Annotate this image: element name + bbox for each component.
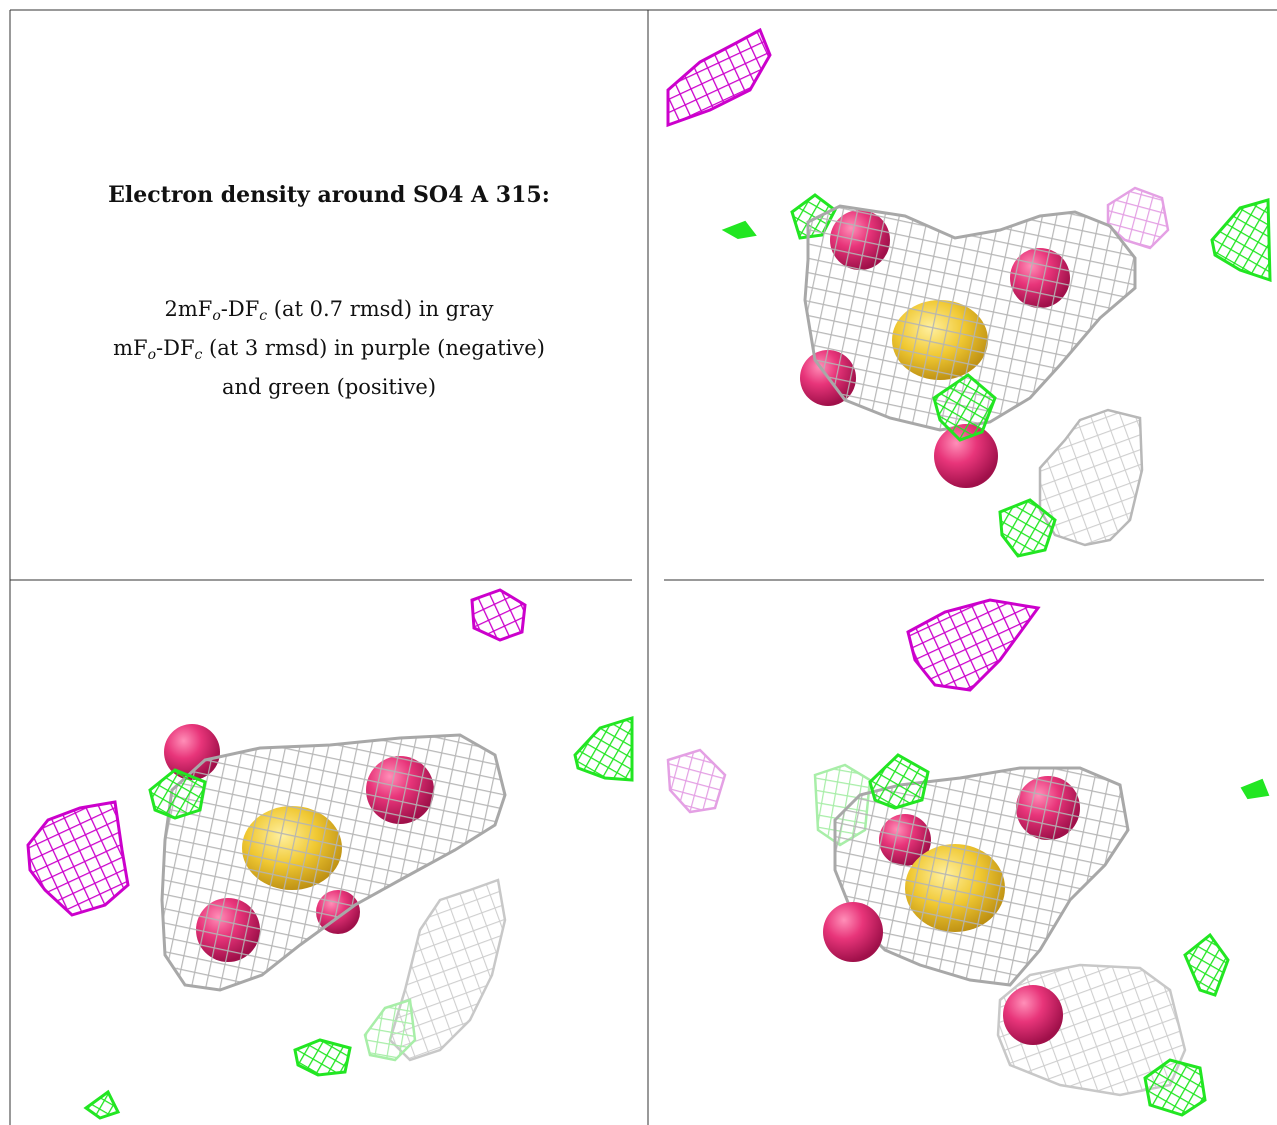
positive-mesh [1210, 198, 1272, 283]
positive-mesh [721, 220, 757, 240]
positive-mesh [293, 1038, 352, 1077]
positive-mesh [1143, 1058, 1207, 1117]
oxygen-atom [934, 424, 998, 488]
view-top-right [666, 27, 1272, 558]
oxygen-atom [1003, 985, 1063, 1045]
legend-line-positive: and green (positive) [221, 375, 437, 399]
legend-line-difference: mFo-DFc (at 3 rmsd) in purple (negative) [113, 336, 545, 363]
positive-mesh [868, 753, 930, 810]
negative-mesh [666, 27, 772, 128]
positive-mesh [1183, 932, 1230, 997]
negative-mesh [26, 800, 130, 917]
view-bottom-right [666, 598, 1270, 1117]
gray-density-mesh [160, 733, 507, 992]
positive-mesh [932, 373, 997, 442]
gray-density-mesh [1038, 408, 1144, 547]
legend-line-gray: 2mFo-DFc (at 0.7 rmsd) in gray [164, 297, 494, 324]
oxygen-atom [823, 902, 883, 962]
negative-mesh [906, 598, 1041, 692]
view-bottom-left [26, 588, 634, 1120]
positive-mesh [998, 498, 1057, 558]
positive-mesh [148, 768, 207, 820]
caption-title: Electron density around SO4 A 315: [108, 182, 550, 208]
positive-mesh [573, 715, 634, 782]
panel-borders [9, 9, 1277, 1125]
caption-legend: 2mFo-DFc (at 0.7 rmsd) in gray mFo-DFc (… [10, 293, 648, 403]
caption-panel: Electron density around SO4 A 315: 2mFo-… [10, 10, 648, 580]
gray-density-mesh [803, 204, 1137, 432]
positive-mesh-faded [363, 998, 417, 1062]
negative-mesh [470, 588, 527, 642]
positive-mesh [83, 1089, 121, 1120]
negative-mesh-faded [666, 748, 727, 814]
positive-mesh [1240, 778, 1270, 800]
